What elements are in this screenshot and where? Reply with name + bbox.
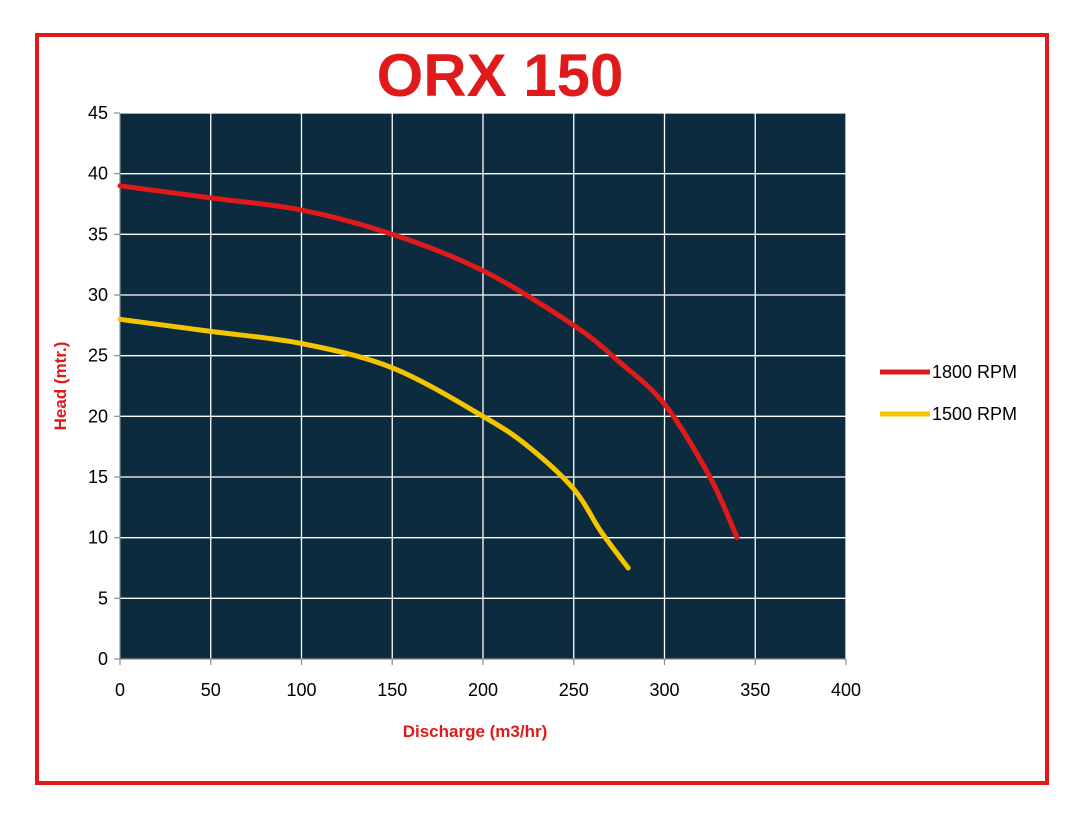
- legend: 1800 RPM 1500 RPM: [880, 362, 1017, 424]
- x-tick-label: 200: [468, 680, 498, 700]
- series-line-1800-rpm: [117, 183, 740, 541]
- x-tick-label: 0: [115, 680, 125, 700]
- grid: [120, 112, 847, 659]
- x-tick-label: 350: [740, 680, 770, 700]
- y-tick-label: 15: [88, 467, 108, 487]
- x-tick-label: 300: [649, 680, 679, 700]
- y-tick-label: 30: [88, 285, 108, 305]
- y-tick-label: 20: [88, 406, 108, 426]
- y-axis-title: Head (mtr.): [51, 342, 70, 431]
- x-tick-label: 150: [377, 680, 407, 700]
- y-tick-label: 45: [88, 103, 108, 123]
- y-tick-label: 25: [88, 346, 108, 366]
- x-axis-title: Discharge (m3/hr): [403, 722, 548, 741]
- chart-frame: [35, 33, 1049, 785]
- series-line-1500-rpm: [117, 316, 631, 571]
- x-tick-label: 250: [559, 680, 589, 700]
- legend-label-1800-rpm: 1800 RPM: [932, 362, 1017, 382]
- y-tick-label: 5: [98, 588, 108, 608]
- y-tick-label: 40: [88, 164, 108, 184]
- series-lines: [117, 183, 740, 571]
- legend-label-1500-rpm: 1500 RPM: [932, 404, 1017, 424]
- chart-title: ORX 150: [377, 42, 624, 109]
- y-tick-label: 0: [98, 649, 108, 669]
- y-tick-label: 35: [88, 224, 108, 244]
- x-tick-label: 400: [831, 680, 861, 700]
- y-tick-label: 10: [88, 528, 108, 548]
- axes: 0 5 10 15 20 25 30 35 40 45 0 50 100 150 200 250 300 350 4…: [88, 103, 861, 700]
- x-tick-label: 100: [286, 680, 316, 700]
- x-tick-label: 50: [201, 680, 221, 700]
